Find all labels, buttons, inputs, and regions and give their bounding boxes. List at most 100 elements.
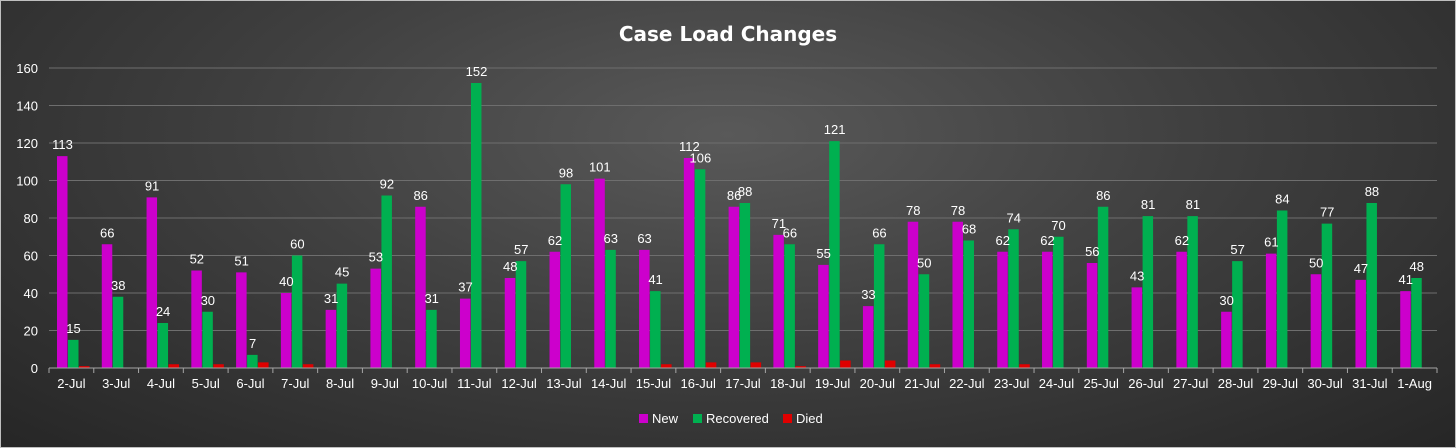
data-label-recovered: 66 xyxy=(783,225,797,240)
bar-new-30-Jul xyxy=(1310,274,1322,368)
legend-swatch-recovered xyxy=(693,414,702,423)
y-tick-label: 0 xyxy=(31,361,38,376)
x-tick-label: 12-Jul xyxy=(501,376,537,391)
data-label-recovered: 77 xyxy=(1320,205,1334,220)
data-label-new: 62 xyxy=(548,233,562,248)
bar-died-23-Jul xyxy=(1019,364,1030,368)
data-label-new: 47 xyxy=(1354,261,1368,276)
x-tick-label: 2-Jul xyxy=(57,376,85,391)
bar-died-19-Jul xyxy=(840,360,851,368)
data-label-recovered: 45 xyxy=(335,265,349,280)
x-tick-label: 18-Jul xyxy=(770,376,806,391)
x-tick-label: 16-Jul xyxy=(681,376,717,391)
data-label-recovered: 92 xyxy=(380,177,394,192)
data-label-recovered: 66 xyxy=(872,225,886,240)
data-label-new: 101 xyxy=(589,160,611,175)
bar-recovered-27-Jul xyxy=(1187,216,1198,368)
x-tick-label: 14-Jul xyxy=(591,376,627,391)
data-label-recovered: 41 xyxy=(648,272,662,287)
data-label-new: 61 xyxy=(1264,235,1278,250)
data-label-recovered: 106 xyxy=(689,150,711,165)
bar-new-6-Jul xyxy=(236,272,247,368)
bar-recovered-16-Jul xyxy=(694,169,706,368)
legend-label-new: New xyxy=(652,411,679,426)
bar-new-26-Jul xyxy=(1131,287,1143,368)
bar-new-28-Jul xyxy=(1221,311,1232,368)
bar-recovered-30-Jul xyxy=(1321,223,1333,368)
bar-new-9-Jul xyxy=(370,268,381,368)
bar-new-15-Jul xyxy=(639,249,650,368)
data-label-recovered: 88 xyxy=(738,184,752,199)
data-label-recovered: 57 xyxy=(514,242,528,257)
data-label-recovered: 38 xyxy=(111,278,125,293)
x-axis: 2-Jul 3-Jul 4-Jul 5-Jul 6-Jul 7-Jul 8-Jul 9-Jul… xyxy=(48,367,1438,391)
x-tick-label: 24-Jul xyxy=(1039,376,1075,391)
data-label-recovered: 7 xyxy=(249,336,256,351)
x-tick-label: 30-Jul xyxy=(1307,376,1343,391)
data-label-recovered: 30 xyxy=(201,293,215,308)
y-tick-label: 20 xyxy=(24,324,38,339)
bar-new-31-Jul xyxy=(1355,279,1366,368)
x-tick-label: 29-Jul xyxy=(1263,376,1299,391)
x-tick-label: 17-Jul xyxy=(725,376,761,391)
bar-new-17-Jul xyxy=(728,206,740,368)
bar-new-27-Jul xyxy=(1176,251,1187,368)
x-tick-label: 10-Jul xyxy=(412,376,448,391)
data-label-recovered: 88 xyxy=(1365,184,1379,199)
data-label-new: 63 xyxy=(637,231,651,246)
x-tick-label: 28-Jul xyxy=(1218,376,1254,391)
legend-label-died: Died xyxy=(796,411,823,426)
bar-recovered-5-Jul xyxy=(202,311,213,368)
data-label-new: 86 xyxy=(727,188,741,203)
x-tick-label: 15-Jul xyxy=(636,376,672,391)
data-label-recovered: 15 xyxy=(66,321,80,336)
data-label-recovered: 48 xyxy=(1409,259,1423,274)
x-tick-label: 20-Jul xyxy=(860,376,896,391)
data-label-new: 71 xyxy=(772,216,786,231)
x-tick-label: 26-Jul xyxy=(1128,376,1164,391)
data-label-new: 50 xyxy=(1309,255,1323,270)
bar-new-18-Jul xyxy=(773,234,784,368)
chart-title: Case Load Changes xyxy=(619,22,837,46)
x-tick-label: 9-Jul xyxy=(371,376,399,391)
bar-recovered-29-Jul xyxy=(1276,210,1288,368)
bar-died-18-Jul xyxy=(795,366,806,368)
data-label-new: 48 xyxy=(503,259,517,274)
bar-recovered-15-Jul xyxy=(650,291,661,368)
bar-recovered-26-Jul xyxy=(1142,216,1154,368)
x-tick-label: 22-Jul xyxy=(949,376,985,391)
data-label-new: 30 xyxy=(1219,293,1233,308)
data-label-new: 113 xyxy=(52,137,73,152)
bar-died-20-Jul xyxy=(884,360,896,368)
data-label-new: 62 xyxy=(1175,233,1189,248)
bar-new-5-Jul xyxy=(191,270,202,368)
y-tick-label: 140 xyxy=(16,99,38,114)
bar-new-19-Jul xyxy=(818,264,829,368)
x-tick-label: 5-Jul xyxy=(192,376,220,391)
data-label-recovered: 68 xyxy=(962,222,976,237)
bar-recovered-17-Jul xyxy=(739,203,751,368)
x-tick-label: 13-Jul xyxy=(546,376,582,391)
bar-new-4-Jul xyxy=(146,197,158,368)
x-tick-label: 27-Jul xyxy=(1173,376,1209,391)
bar-recovered-19-Jul xyxy=(829,141,840,368)
data-label-recovered: 98 xyxy=(559,165,573,180)
bar-new-22-Jul xyxy=(952,221,963,368)
bar-new-24-Jul xyxy=(1042,251,1053,368)
legend: New Recovered Died xyxy=(639,411,823,426)
data-label-new: 91 xyxy=(145,178,159,193)
bar-new-10-Jul xyxy=(415,206,426,368)
bar-recovered-11-Jul xyxy=(470,83,482,368)
bar-recovered-3-Jul xyxy=(112,296,124,368)
data-label-new: 53 xyxy=(369,250,383,265)
bar-new-23-Jul xyxy=(997,251,1008,368)
data-label-recovered: 81 xyxy=(1141,197,1155,212)
data-label-new: 43 xyxy=(1130,268,1144,283)
bar-died-4-Jul xyxy=(168,364,180,368)
bar-recovered-9-Jul xyxy=(381,195,392,368)
data-label-recovered: 31 xyxy=(424,291,438,306)
x-tick-label: 6-Jul xyxy=(236,376,264,391)
bar-new-11-Jul xyxy=(459,298,471,368)
